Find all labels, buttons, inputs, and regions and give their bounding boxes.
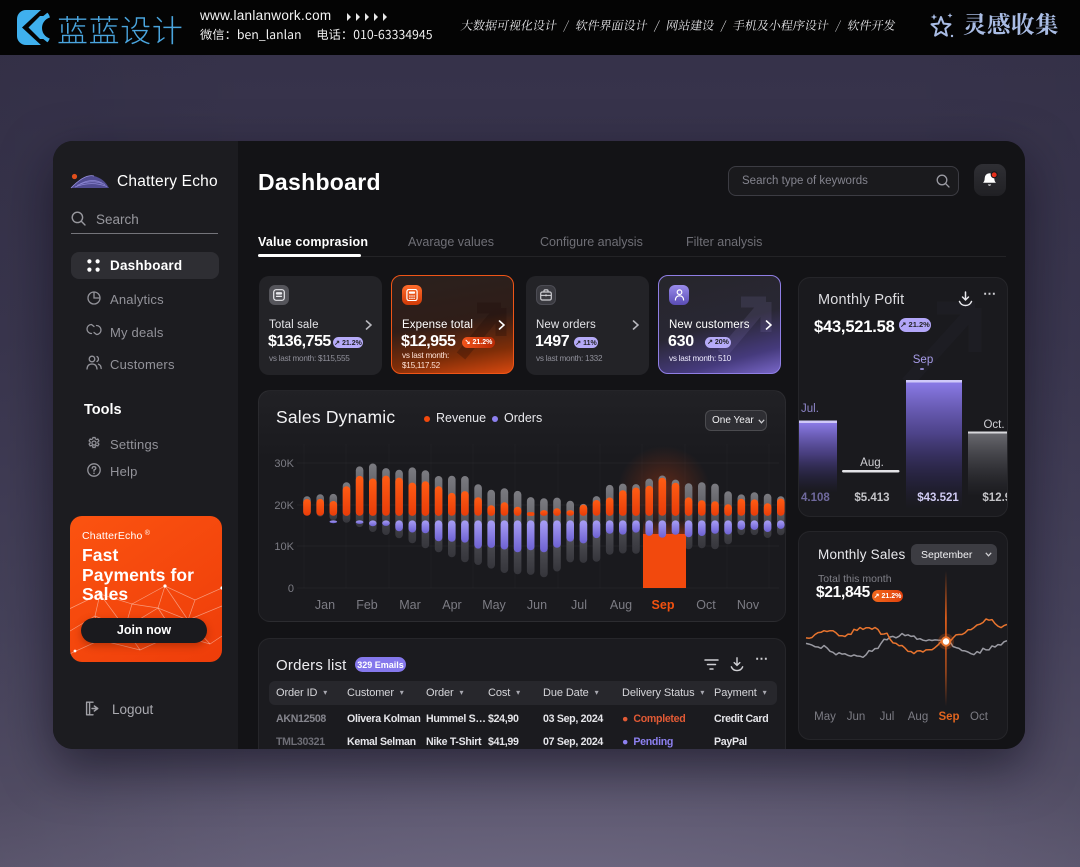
- svg-text:4.108: 4.108: [801, 492, 830, 504]
- svg-text:Jun: Jun: [527, 598, 547, 612]
- svg-text:Aug: Aug: [610, 598, 632, 612]
- svg-text:Jul.: Jul.: [801, 403, 819, 415]
- svg-text:$12.98: $12.98: [982, 492, 1008, 504]
- svg-text:Oct: Oct: [696, 598, 716, 612]
- svg-text:May: May: [814, 711, 836, 723]
- svg-text:Apr: Apr: [442, 598, 461, 612]
- svg-text:May: May: [482, 598, 506, 612]
- svg-text:$43.521: $43.521: [917, 492, 959, 504]
- svg-text:Nov: Nov: [737, 598, 760, 612]
- svg-text:Oct.: Oct.: [983, 419, 1004, 431]
- svg-text:Jun: Jun: [847, 711, 866, 723]
- svg-text:30K: 30K: [274, 458, 294, 470]
- svg-text:Feb: Feb: [356, 598, 378, 612]
- svg-text:Jul: Jul: [571, 598, 587, 612]
- svg-text:10K: 10K: [274, 541, 294, 553]
- svg-text:Sep: Sep: [652, 598, 675, 612]
- svg-text:20K: 20K: [274, 500, 294, 512]
- svg-text:Aug: Aug: [908, 711, 928, 723]
- svg-text:Sep: Sep: [913, 354, 933, 366]
- svg-text:Jul: Jul: [880, 711, 895, 723]
- svg-text:Mar: Mar: [399, 598, 421, 612]
- svg-text:$5.413: $5.413: [854, 492, 889, 504]
- svg-text:Aug.: Aug.: [860, 457, 884, 469]
- svg-text:Sep: Sep: [938, 711, 959, 723]
- svg-text:Jan: Jan: [315, 598, 335, 612]
- svg-text:0: 0: [288, 583, 294, 595]
- svg-text:Oct: Oct: [970, 711, 989, 723]
